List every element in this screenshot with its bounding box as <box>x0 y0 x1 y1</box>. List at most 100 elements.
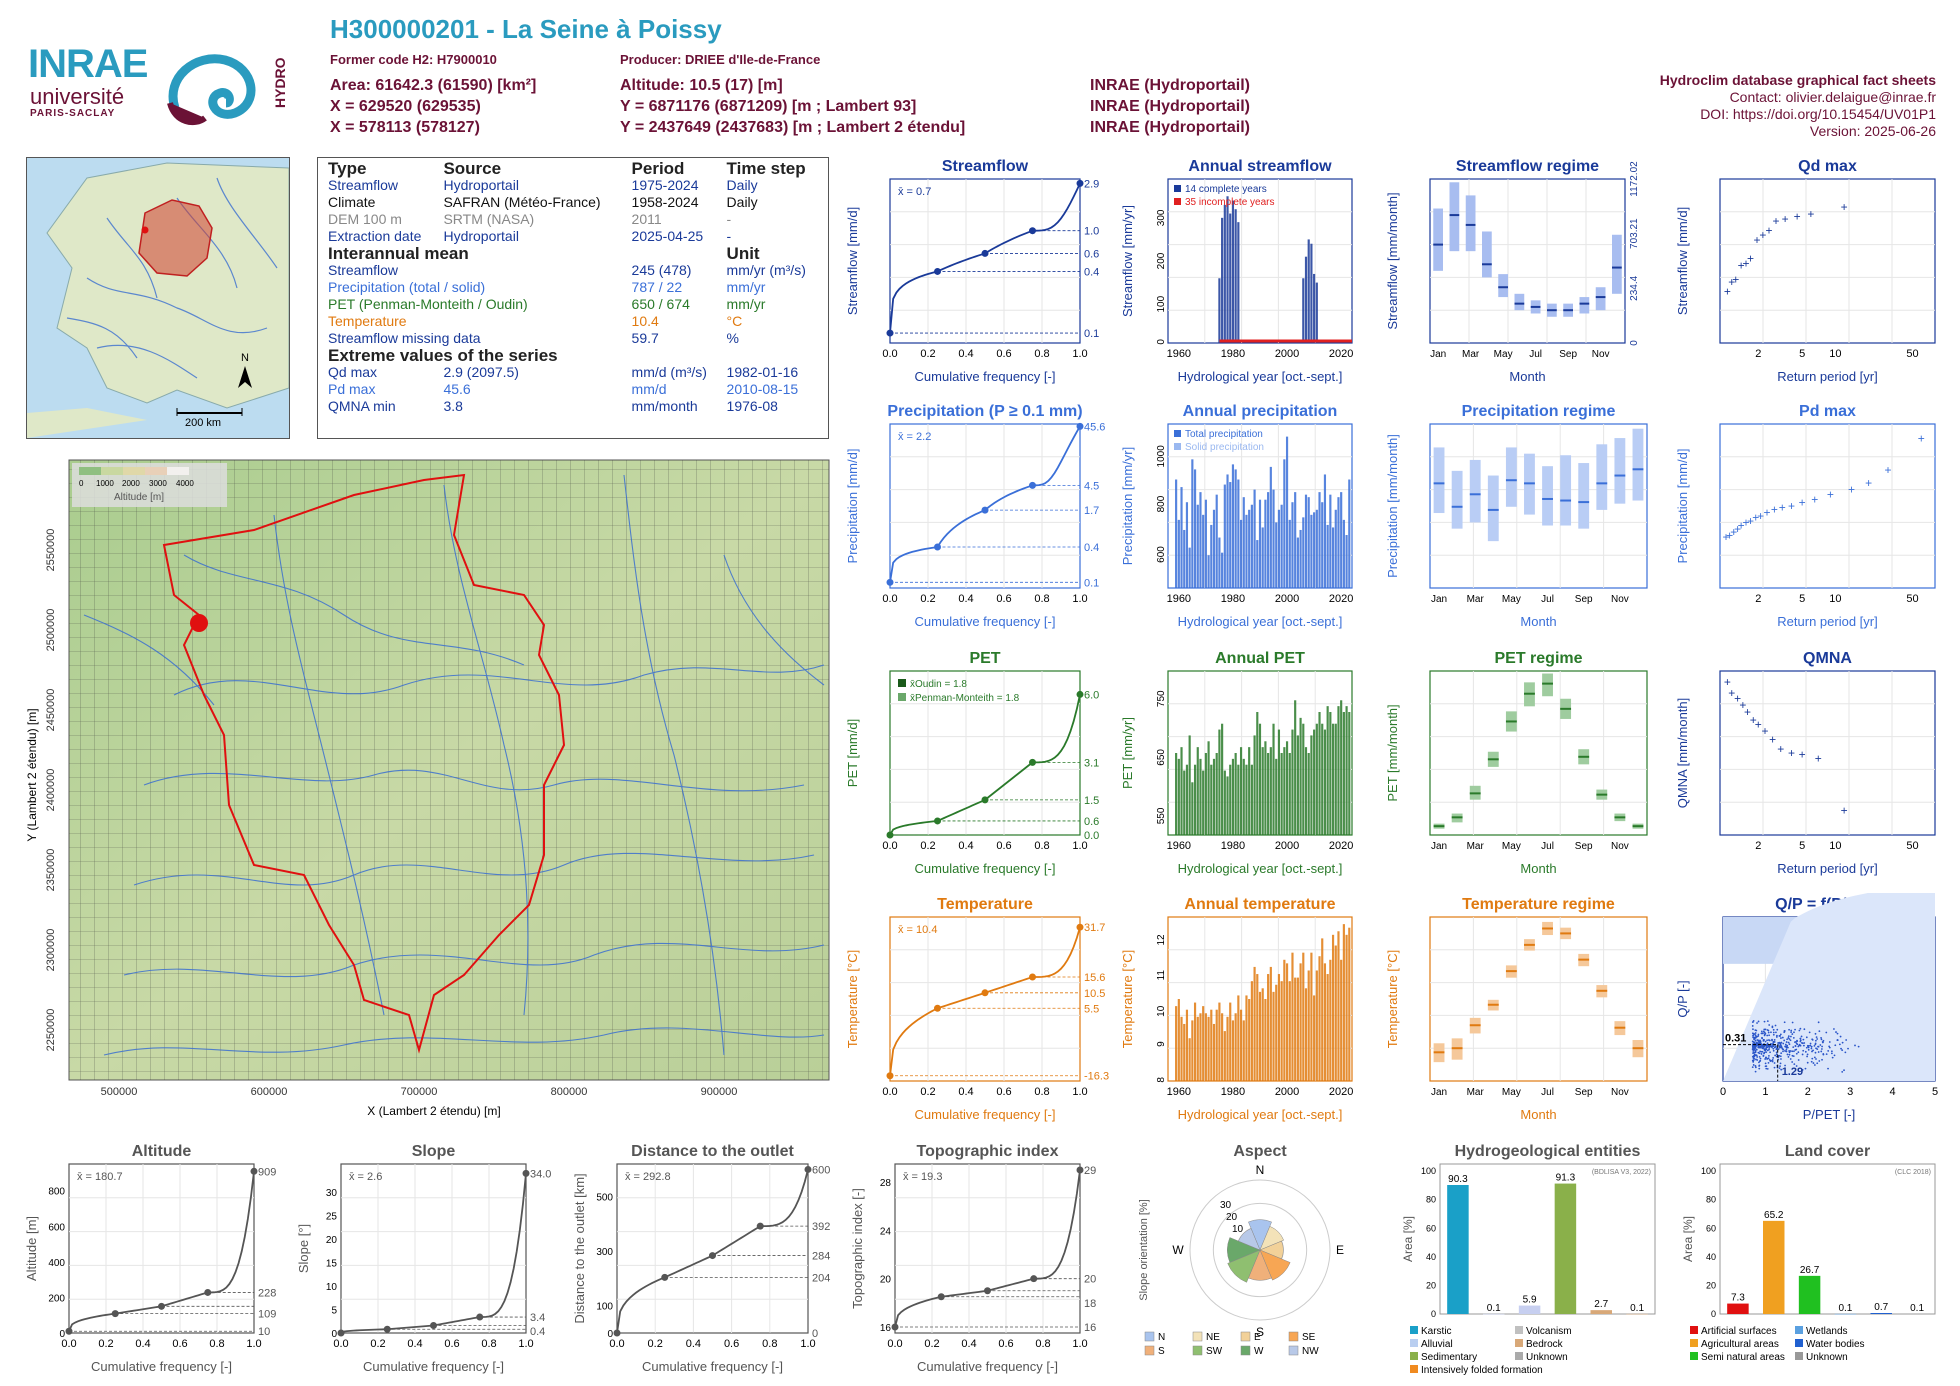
bar <box>1261 527 1264 588</box>
range-box <box>1560 455 1572 526</box>
precipitation-regime-chart: Precipitation regime Month Precipitation [… <box>1385 403 1648 629</box>
chart-title: Precipitation (P ≥ 0.1 mm) <box>887 403 1082 420</box>
data-point <box>1772 1031 1775 1034</box>
data-point <box>1752 1034 1755 1037</box>
right-tick-label: 0.0 <box>1084 830 1099 842</box>
data-point <box>1752 1052 1755 1054</box>
x-tick-label: Jul <box>1541 1087 1554 1098</box>
chart-title: Annual streamflow <box>1188 158 1332 175</box>
data-label: 0.7 <box>1874 1302 1888 1313</box>
data-point <box>1818 1030 1821 1033</box>
table-row: Pd max 45.6 mm/d 2010-08-15 <box>328 381 799 397</box>
data-point <box>1780 1068 1783 1071</box>
data-point <box>1794 1049 1797 1051</box>
bar <box>1248 509 1251 588</box>
bar <box>1342 519 1345 588</box>
bar <box>1340 959 1343 1081</box>
data-point <box>1817 1045 1819 1048</box>
data-point <box>1815 1036 1818 1039</box>
y-axis-label: Streamflow [mm/month] <box>1385 192 1400 329</box>
bar <box>1193 764 1197 835</box>
data-point <box>1771 1026 1774 1029</box>
bar <box>1245 514 1248 588</box>
data-point <box>1838 1043 1841 1046</box>
x-tick-label: 1.0 <box>1072 593 1087 605</box>
chart-title: Temperature <box>937 896 1033 913</box>
range-box <box>1612 234 1622 294</box>
x-tick-label: 2 <box>1755 348 1761 360</box>
chart-title: Streamflow regime <box>1456 158 1599 175</box>
bar <box>1226 776 1229 835</box>
y-tick-label: 600 <box>48 1222 65 1233</box>
bar <box>1180 1016 1183 1081</box>
bar <box>1229 482 1232 588</box>
data-point <box>1769 1051 1771 1054</box>
y-tick-label: 750 <box>1156 690 1167 707</box>
data-point <box>1811 1039 1814 1041</box>
legend-label: Bedrock <box>1526 1339 1564 1350</box>
chart-title: Annual PET <box>1215 650 1305 667</box>
x-tick-label: 2000 <box>1275 840 1299 852</box>
data-point <box>1816 1062 1819 1065</box>
bar <box>1218 1002 1221 1081</box>
data-point <box>1841 1049 1844 1052</box>
data-point: + <box>1794 209 1801 223</box>
y-tick-label: 0 <box>331 1329 337 1340</box>
x-tick-label: 2000 <box>1275 593 1299 605</box>
mean-label: x̄ = 2.2 <box>898 431 931 443</box>
bar <box>1340 492 1343 588</box>
svg-text:2000: 2000 <box>122 479 140 488</box>
range-box <box>1433 447 1445 514</box>
x-tick-label: 0.6 <box>996 840 1011 852</box>
table-row: Climate SAFRAN (Météo-France) 1958-2024 Dai… <box>328 194 758 210</box>
table-row: Temperature 10.4 °C <box>328 313 743 329</box>
data-point <box>1752 1028 1754 1031</box>
legend-label: S <box>1158 1346 1165 1357</box>
data-label: 91.3 <box>1556 1173 1576 1184</box>
bar <box>1204 753 1207 835</box>
bar <box>1323 963 1327 1081</box>
x-axis-label: Month <box>1520 614 1556 629</box>
plot-area <box>1429 178 1626 344</box>
data-point <box>1787 1037 1790 1039</box>
data-point <box>1757 1020 1760 1023</box>
data-point <box>1765 1048 1768 1051</box>
bar <box>1188 735 1191 835</box>
data-point: + <box>1732 273 1739 287</box>
plot-area <box>894 1163 1081 1334</box>
bar <box>1315 970 1318 1081</box>
bar <box>1291 729 1294 835</box>
y-axis-label: Q/P [-] <box>1675 980 1690 1017</box>
legend-label: 35 incomplete years <box>1185 197 1275 208</box>
data-point <box>1076 923 1084 931</box>
bar <box>1183 770 1186 835</box>
x-tick-label: 0.4 <box>135 1338 150 1350</box>
table-row: Streamflow Hydroportail 1975-2024 Daily <box>328 177 758 193</box>
data-point <box>1825 1053 1828 1056</box>
y-tick-label: 200 <box>1156 252 1167 269</box>
bar <box>1334 723 1337 835</box>
legend-label: NW <box>1302 1346 1319 1357</box>
data-point <box>1754 1065 1757 1067</box>
legend-label: W <box>1254 1346 1264 1357</box>
plot-area <box>889 670 1081 836</box>
data-point <box>1803 1042 1806 1044</box>
inrae-logo: INRAE <box>28 42 148 86</box>
legend-label: Solid precipitation <box>1185 442 1264 453</box>
chart-title: PET <box>969 650 1000 667</box>
y-tick-label: 10 <box>1156 1005 1167 1017</box>
river-network <box>83 474 825 1056</box>
data-label: 5.9 <box>1523 1295 1537 1306</box>
data-point <box>1789 1039 1792 1042</box>
data-point <box>1076 1166 1084 1174</box>
x-tick-label: Mar <box>1467 594 1485 605</box>
data-point <box>158 1302 165 1310</box>
y-axis-label: PET [mm/d] <box>845 719 860 787</box>
x-axis-label: Return period [yr] <box>1777 614 1877 629</box>
map-ylabel: Y (Lambert 2 étendu) [m] <box>25 708 39 841</box>
y-axis-label: Slope [°] <box>296 1224 311 1273</box>
qp-budyko-chart: Q/P = f(P/PET)P/PET [-]Q/P [-]0123450.31… <box>1675 893 1938 1122</box>
x-tick-label: 0.0 <box>333 1338 348 1350</box>
bar <box>1221 723 1224 835</box>
bar <box>1302 723 1305 835</box>
